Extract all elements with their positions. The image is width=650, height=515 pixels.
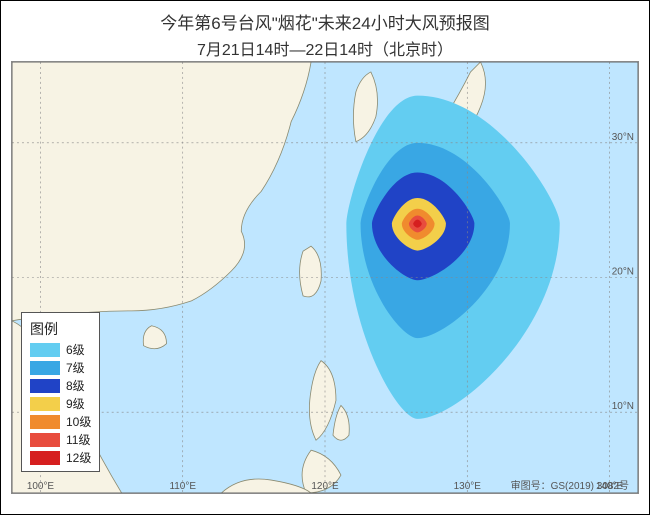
- legend-label: 12级: [66, 449, 91, 466]
- legend-swatch: [30, 361, 60, 375]
- legend-row: 11级: [30, 431, 91, 448]
- chart-title: 今年第6号台风"烟花"未来24小时大风预报图: [1, 9, 649, 34]
- legend-label: 9级: [66, 395, 85, 412]
- legend-swatch: [30, 397, 60, 411]
- svg-text:10°N: 10°N: [612, 401, 634, 412]
- chart-subtitle: 7月21日14时—22日14时（北京时）: [1, 36, 649, 60]
- svg-text:100°E: 100°E: [27, 481, 55, 492]
- legend-swatch: [30, 379, 60, 393]
- legend-label: 7级: [66, 359, 85, 376]
- svg-text:130°E: 130°E: [454, 481, 482, 492]
- legend: 图例 6级7级8级9级10级11级12级: [21, 312, 100, 472]
- svg-text:20°N: 20°N: [612, 267, 634, 278]
- legend-swatch: [30, 343, 60, 357]
- legend-swatch: [30, 451, 60, 465]
- legend-row: 12级: [30, 449, 91, 466]
- legend-swatch: [30, 415, 60, 429]
- legend-title: 图例: [30, 319, 91, 339]
- legend-row: 9级: [30, 395, 91, 412]
- legend-swatch: [30, 433, 60, 447]
- legend-rows: 6级7级8级9级10级11级12级: [30, 341, 91, 466]
- legend-label: 8级: [66, 377, 85, 394]
- legend-label: 11级: [66, 431, 90, 448]
- legend-row: 7级: [30, 359, 91, 376]
- svg-text:120°E: 120°E: [311, 481, 339, 492]
- legend-row: 10级: [30, 413, 91, 430]
- legend-label: 6级: [66, 341, 85, 358]
- map-svg: 100°E110°E120°E130°E140°E10°N20°N30°N: [12, 62, 638, 493]
- legend-label: 10级: [66, 413, 91, 430]
- svg-text:30°N: 30°N: [612, 132, 634, 143]
- legend-row: 6级: [30, 341, 91, 358]
- legend-row: 8级: [30, 377, 91, 394]
- svg-text:110°E: 110°E: [169, 481, 196, 492]
- header: 今年第6号台风"烟花"未来24小时大风预报图 7月21日14时—22日14时（北…: [1, 1, 649, 64]
- forecast-map-container: 今年第6号台风"烟花"未来24小时大风预报图 7月21日14时—22日14时（北…: [0, 0, 650, 515]
- approval-number: 审图号：GS(2019) 3082号: [511, 477, 629, 492]
- map-area: 100°E110°E120°E130°E140°E10°N20°N30°N: [11, 61, 639, 494]
